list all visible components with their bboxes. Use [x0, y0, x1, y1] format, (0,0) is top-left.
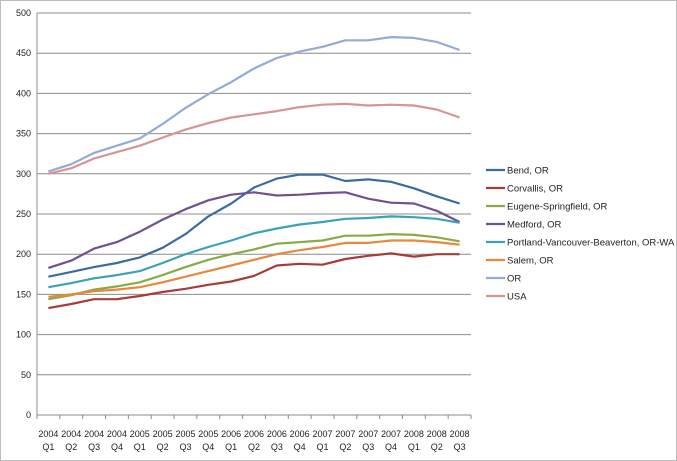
x-tick-label-quarter: Q1 [42, 442, 54, 452]
x-tick-label-quarter: Q1 [408, 442, 420, 452]
legend-label: Medford, OR [507, 220, 562, 231]
x-tick-label-year: 2006 [244, 429, 264, 439]
series-line-salem-or [48, 239, 460, 298]
x-tick-label-year: 2008 [450, 429, 470, 439]
x-tick-label-quarter: Q3 [88, 442, 100, 452]
y-tick-label: 50 [21, 370, 31, 380]
y-tick-label: 300 [16, 169, 31, 179]
y-tick-label: 200 [16, 249, 31, 259]
series-line-or [48, 35, 460, 173]
series-line-usa [48, 102, 460, 175]
x-tick-label-year: 2005 [198, 429, 218, 439]
x-tick-label-quarter: Q1 [225, 442, 237, 452]
x-tick-label-year: 2007 [313, 429, 333, 439]
y-tick-label: 350 [16, 129, 31, 139]
y-tick-label: 100 [16, 330, 31, 340]
x-tick-label-year: 2004 [61, 429, 81, 439]
series-line-bend-or [48, 173, 460, 278]
series-line-corvallis-or [48, 252, 460, 310]
x-tick-label-quarter: Q3 [179, 442, 191, 452]
y-tick-label: 450 [16, 48, 31, 58]
x-tick-label-year: 2005 [175, 429, 195, 439]
y-tick-label: 400 [16, 88, 31, 98]
x-tick-label-year: 2004 [84, 429, 104, 439]
y-tick-label: 250 [16, 209, 31, 219]
x-tick-label-year: 2007 [358, 429, 378, 439]
legend-label: Salem, OR [507, 256, 554, 267]
x-tick-label-quarter: Q1 [317, 442, 329, 452]
legend-label: Eugene-Springfield, OR [507, 202, 607, 213]
x-tick-label-year: 2004 [38, 429, 58, 439]
x-tick-label-quarter: Q3 [454, 442, 466, 452]
legend-label: Bend, OR [507, 166, 549, 177]
x-tick-label-year: 2005 [130, 429, 150, 439]
x-tick-label-quarter: Q2 [431, 442, 443, 452]
x-tick-label-quarter: Q2 [339, 442, 351, 452]
x-tick-label-quarter: Q3 [271, 442, 283, 452]
x-tick-label-quarter: Q4 [294, 442, 306, 452]
x-tick-label-year: 2007 [381, 429, 401, 439]
legend-label: OR [507, 274, 521, 285]
y-tick-label: 0 [26, 410, 31, 420]
x-tick-label-quarter: Q2 [65, 442, 77, 452]
x-tick-label-year: 2004 [107, 429, 127, 439]
series-line-medford-or [48, 191, 461, 269]
series-line-portland-vancouver-beaverton-or-wa [48, 215, 460, 289]
x-tick-label-year: 2006 [267, 429, 287, 439]
x-tick-label-year: 2005 [153, 429, 173, 439]
y-tick-label: 500 [16, 8, 31, 18]
series-line-eugene-springfield-or [48, 233, 460, 301]
x-tick-label-quarter: Q3 [362, 442, 374, 452]
x-tick-label-quarter: Q1 [134, 442, 146, 452]
x-tick-label-quarter: Q4 [385, 442, 397, 452]
legend-label: Corvallis, OR [507, 184, 563, 195]
x-tick-label-year: 2008 [404, 429, 424, 439]
x-tick-label-quarter: Q4 [111, 442, 123, 452]
x-tick-label-quarter: Q2 [248, 442, 260, 452]
x-tick-label-year: 2006 [290, 429, 310, 439]
x-tick-label-year: 2008 [427, 429, 447, 439]
y-tick-label: 150 [16, 289, 31, 299]
x-tick-label-quarter: Q2 [157, 442, 169, 452]
x-tick-label-year: 2007 [335, 429, 355, 439]
legend-label: Portland-Vancouver-Beaverton, OR-WA [507, 238, 675, 249]
x-tick-label-quarter: Q4 [202, 442, 214, 452]
legend-label: USA [507, 292, 527, 303]
x-tick-label-year: 2006 [221, 429, 241, 439]
